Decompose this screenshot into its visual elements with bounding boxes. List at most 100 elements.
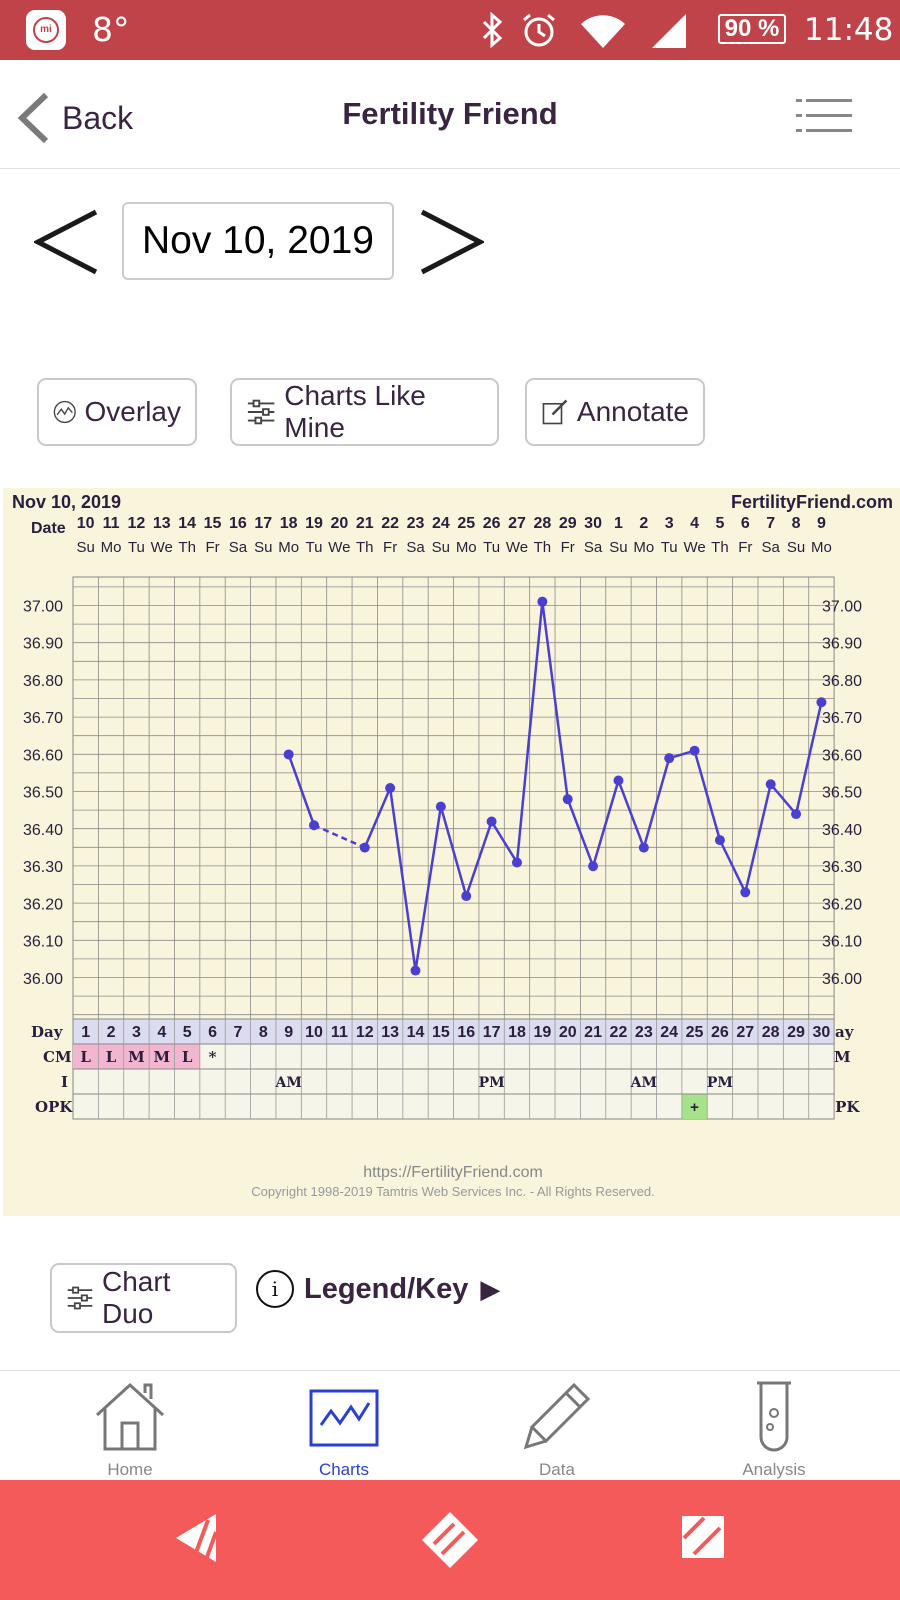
- back-label: Back: [62, 99, 134, 136]
- row-label-left: OPK: [35, 1098, 73, 1116]
- play-arrow-icon: ▶: [480, 1273, 501, 1304]
- cycle-day-label: 1: [81, 1024, 90, 1041]
- cycle-day-label: 3: [132, 1024, 141, 1041]
- temperature-point: [689, 745, 700, 756]
- annotate-button[interactable]: Annotate: [525, 378, 705, 446]
- temperature-line-segment: [718, 839, 747, 893]
- previous-date-arrow-icon[interactable]: [34, 208, 100, 276]
- charts-like-mine-button[interactable]: Charts Like Mine: [230, 378, 499, 446]
- nav-back-icon[interactable]: [172, 1510, 220, 1566]
- temperature-line-segment: [439, 806, 468, 897]
- cm-cell: [98, 1044, 124, 1069]
- y-tick-label-left: 36.30: [23, 859, 63, 876]
- cycle-day-label: 7: [233, 1024, 242, 1041]
- cycle-day-label: 12: [356, 1024, 374, 1041]
- y-tick-label-left: 36.60: [23, 747, 63, 764]
- temperature-line-segment: [591, 780, 620, 867]
- chart-date-title: Nov 10, 2019: [12, 492, 121, 512]
- cm-value: L: [80, 1048, 91, 1066]
- cycle-day-label: 21: [584, 1024, 602, 1041]
- cycle-day-label: 18: [508, 1024, 526, 1041]
- date-tick-label: 6: [741, 515, 750, 532]
- temperature-point: [511, 857, 522, 868]
- edit-note-icon: [542, 399, 568, 425]
- cm-cell: [73, 1044, 99, 1069]
- overlay-button[interactable]: Overlay: [37, 378, 197, 446]
- cm-value: L: [106, 1048, 117, 1066]
- tab-data[interactable]: Data: [487, 1379, 627, 1480]
- cm-value: M: [128, 1048, 145, 1066]
- date-tick-label: 12: [128, 515, 146, 532]
- back-button[interactable]: Back: [16, 88, 133, 148]
- temperature-line-segment: [693, 750, 722, 841]
- weekday-tick-label: Su: [254, 539, 272, 556]
- status-time: 11:48: [804, 12, 894, 48]
- weekday-tick-label: Mo: [633, 539, 654, 556]
- test-tube-icon: [757, 1381, 791, 1452]
- temperature-point: [638, 842, 649, 853]
- date-tick-label: 3: [665, 515, 674, 532]
- tab-analysis[interactable]: Analysis: [704, 1379, 844, 1480]
- tab-charts-label: Charts: [318, 1460, 370, 1479]
- opk-positive-cell: [681, 1094, 708, 1119]
- y-tick-label-right: 36.90: [822, 636, 862, 653]
- next-date-arrow-icon[interactable]: [418, 208, 484, 276]
- cycle-day-label: 19: [533, 1024, 551, 1041]
- date-tick-label: 5: [715, 515, 724, 532]
- temperature-point: [309, 820, 320, 831]
- cycle-day-label: 29: [787, 1024, 805, 1041]
- date-tick-label: 4: [690, 515, 699, 532]
- app-header: Back Fertility Friend: [0, 60, 900, 169]
- chart-duo-label: Chart Duo: [101, 1266, 171, 1329]
- temperature-point: [435, 801, 446, 812]
- chart-site-title: FertilityFriend.com: [731, 492, 893, 512]
- y-tick-label-right: 36.30: [822, 859, 862, 876]
- cm-cell: [123, 1044, 150, 1069]
- date-tick-label: 14: [178, 515, 196, 532]
- menu-button[interactable]: [796, 96, 854, 141]
- chart-duo-button[interactable]: Chart Duo: [50, 1263, 237, 1333]
- temperature-line-segment: [617, 780, 645, 849]
- date-tick-label: 25: [457, 515, 475, 532]
- nav-recents-icon[interactable]: [680, 1514, 726, 1560]
- date-field[interactable]: Nov 10, 2019: [122, 202, 394, 280]
- bottom-tab-bar: Home Charts Data Analysis: [0, 1370, 900, 1481]
- nav-home-icon[interactable]: [420, 1510, 480, 1570]
- date-tick-label: 2: [639, 515, 648, 532]
- chevron-left-icon: [17, 92, 49, 144]
- date-tick-label: 13: [153, 515, 171, 532]
- legend-key-link[interactable]: i Legend/Key ▶: [256, 1270, 500, 1308]
- y-tick-label-left: 36.10: [23, 934, 63, 951]
- date-tick-label: 22: [381, 515, 399, 532]
- bbt-chart: Nov 10, 2019 FertilityFriend.com Date 10 Su 1…: [3, 488, 900, 1216]
- weekday-tick-label: Tu: [128, 539, 145, 556]
- tab-charts[interactable]: Charts: [274, 1379, 414, 1480]
- weather-temperature: 8°: [92, 10, 130, 49]
- tab-analysis-label: Analysis: [742, 1460, 806, 1479]
- temperature-point: [588, 861, 599, 872]
- pencil-icon: [523, 1382, 591, 1450]
- temperature-line-segment: [490, 820, 519, 864]
- date-tick-label: 19: [305, 515, 323, 532]
- weekday-tick-label: Fr: [561, 539, 575, 556]
- y-tick-label-right: 36.60: [822, 747, 862, 764]
- annotate-label: Annotate: [576, 396, 689, 427]
- wifi-icon: [581, 15, 625, 48]
- row-label-left: CM: [43, 1048, 72, 1066]
- cycle-day-label: 26: [711, 1024, 729, 1041]
- temperature-point: [486, 816, 497, 827]
- cycle-day-label: 2: [107, 1024, 116, 1041]
- overlay-label: Overlay: [84, 396, 181, 427]
- temperature-line-segment: [515, 601, 544, 863]
- cycle-day-label: 9: [284, 1024, 293, 1041]
- cycle-day-label: 22: [610, 1024, 628, 1041]
- temperature-line-segment: [642, 757, 671, 848]
- tab-home[interactable]: Home: [60, 1379, 200, 1480]
- mi-app-icon: mi: [26, 10, 66, 50]
- signal-icon: [652, 14, 686, 48]
- info-icon: i: [256, 1270, 294, 1308]
- y-tick-label-left: 36.40: [23, 822, 63, 839]
- date-tick-label: 21: [356, 515, 374, 532]
- date-tick-label: 7: [766, 515, 775, 532]
- temperature-line-segment: [769, 783, 797, 815]
